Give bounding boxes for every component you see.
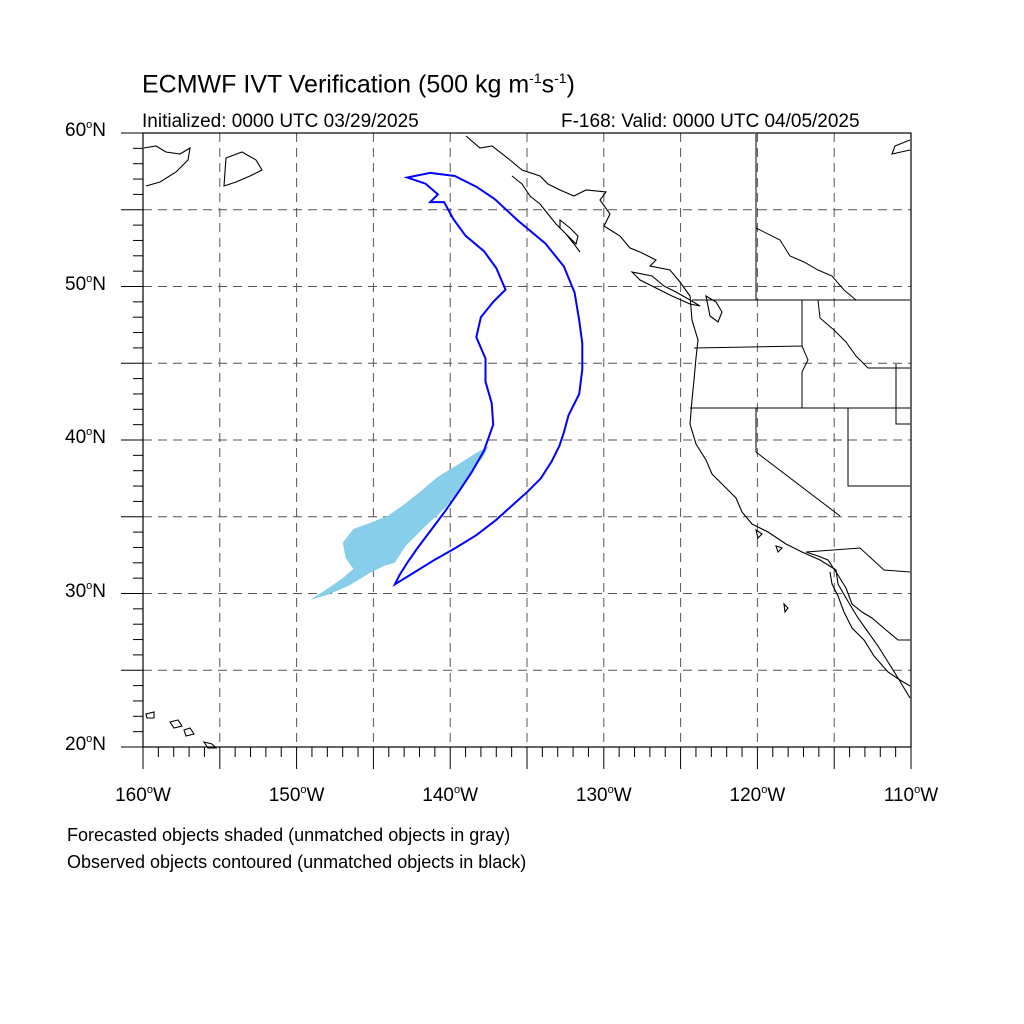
lon-label: 140oW [422, 784, 479, 806]
initialized-time: Initialized: 0000 UTC 03/29/2025 [142, 111, 419, 132]
chart-title: ECMWF IVT Verification (500 kg m-1s-1) [142, 70, 575, 99]
forecast-object-shaded [310, 440, 492, 600]
lat-label: 40oN [65, 426, 106, 448]
lat-label: 60oN [65, 119, 106, 141]
lon-label: 110oW [883, 784, 939, 806]
lon-label: 130oW [575, 784, 632, 806]
coastline-north-america [465, 135, 911, 699]
coastline-bc-islands [511, 175, 723, 323]
valid-time: F-168: Valid: 0000 UTC 04/05/2025 [561, 111, 860, 132]
lat-label: 50oN [65, 272, 106, 295]
lon-label: 160oW [115, 784, 171, 806]
lat-label: 20oN [65, 733, 106, 755]
observed-object-contour [392, 171, 584, 587]
map-frame [142, 132, 912, 748]
coastline-hawaii [145, 711, 218, 749]
political-borders [690, 134, 911, 573]
lat-lon-grid [143, 133, 911, 747]
lat-label: 30oN [65, 579, 106, 602]
coastlines-and-borders [143, 134, 911, 749]
lon-label: 120oW [729, 784, 786, 806]
footnote-observed: Observed objects contoured (unmatched ob… [67, 852, 527, 872]
coastline-islands-baja [755, 528, 789, 614]
axis-ticks [121, 132, 912, 769]
coastline-alaska [143, 145, 263, 187]
footnote-forecast: Forecasted objects shaded (unmatched obj… [67, 825, 511, 845]
lon-label: 150oW [268, 784, 325, 806]
